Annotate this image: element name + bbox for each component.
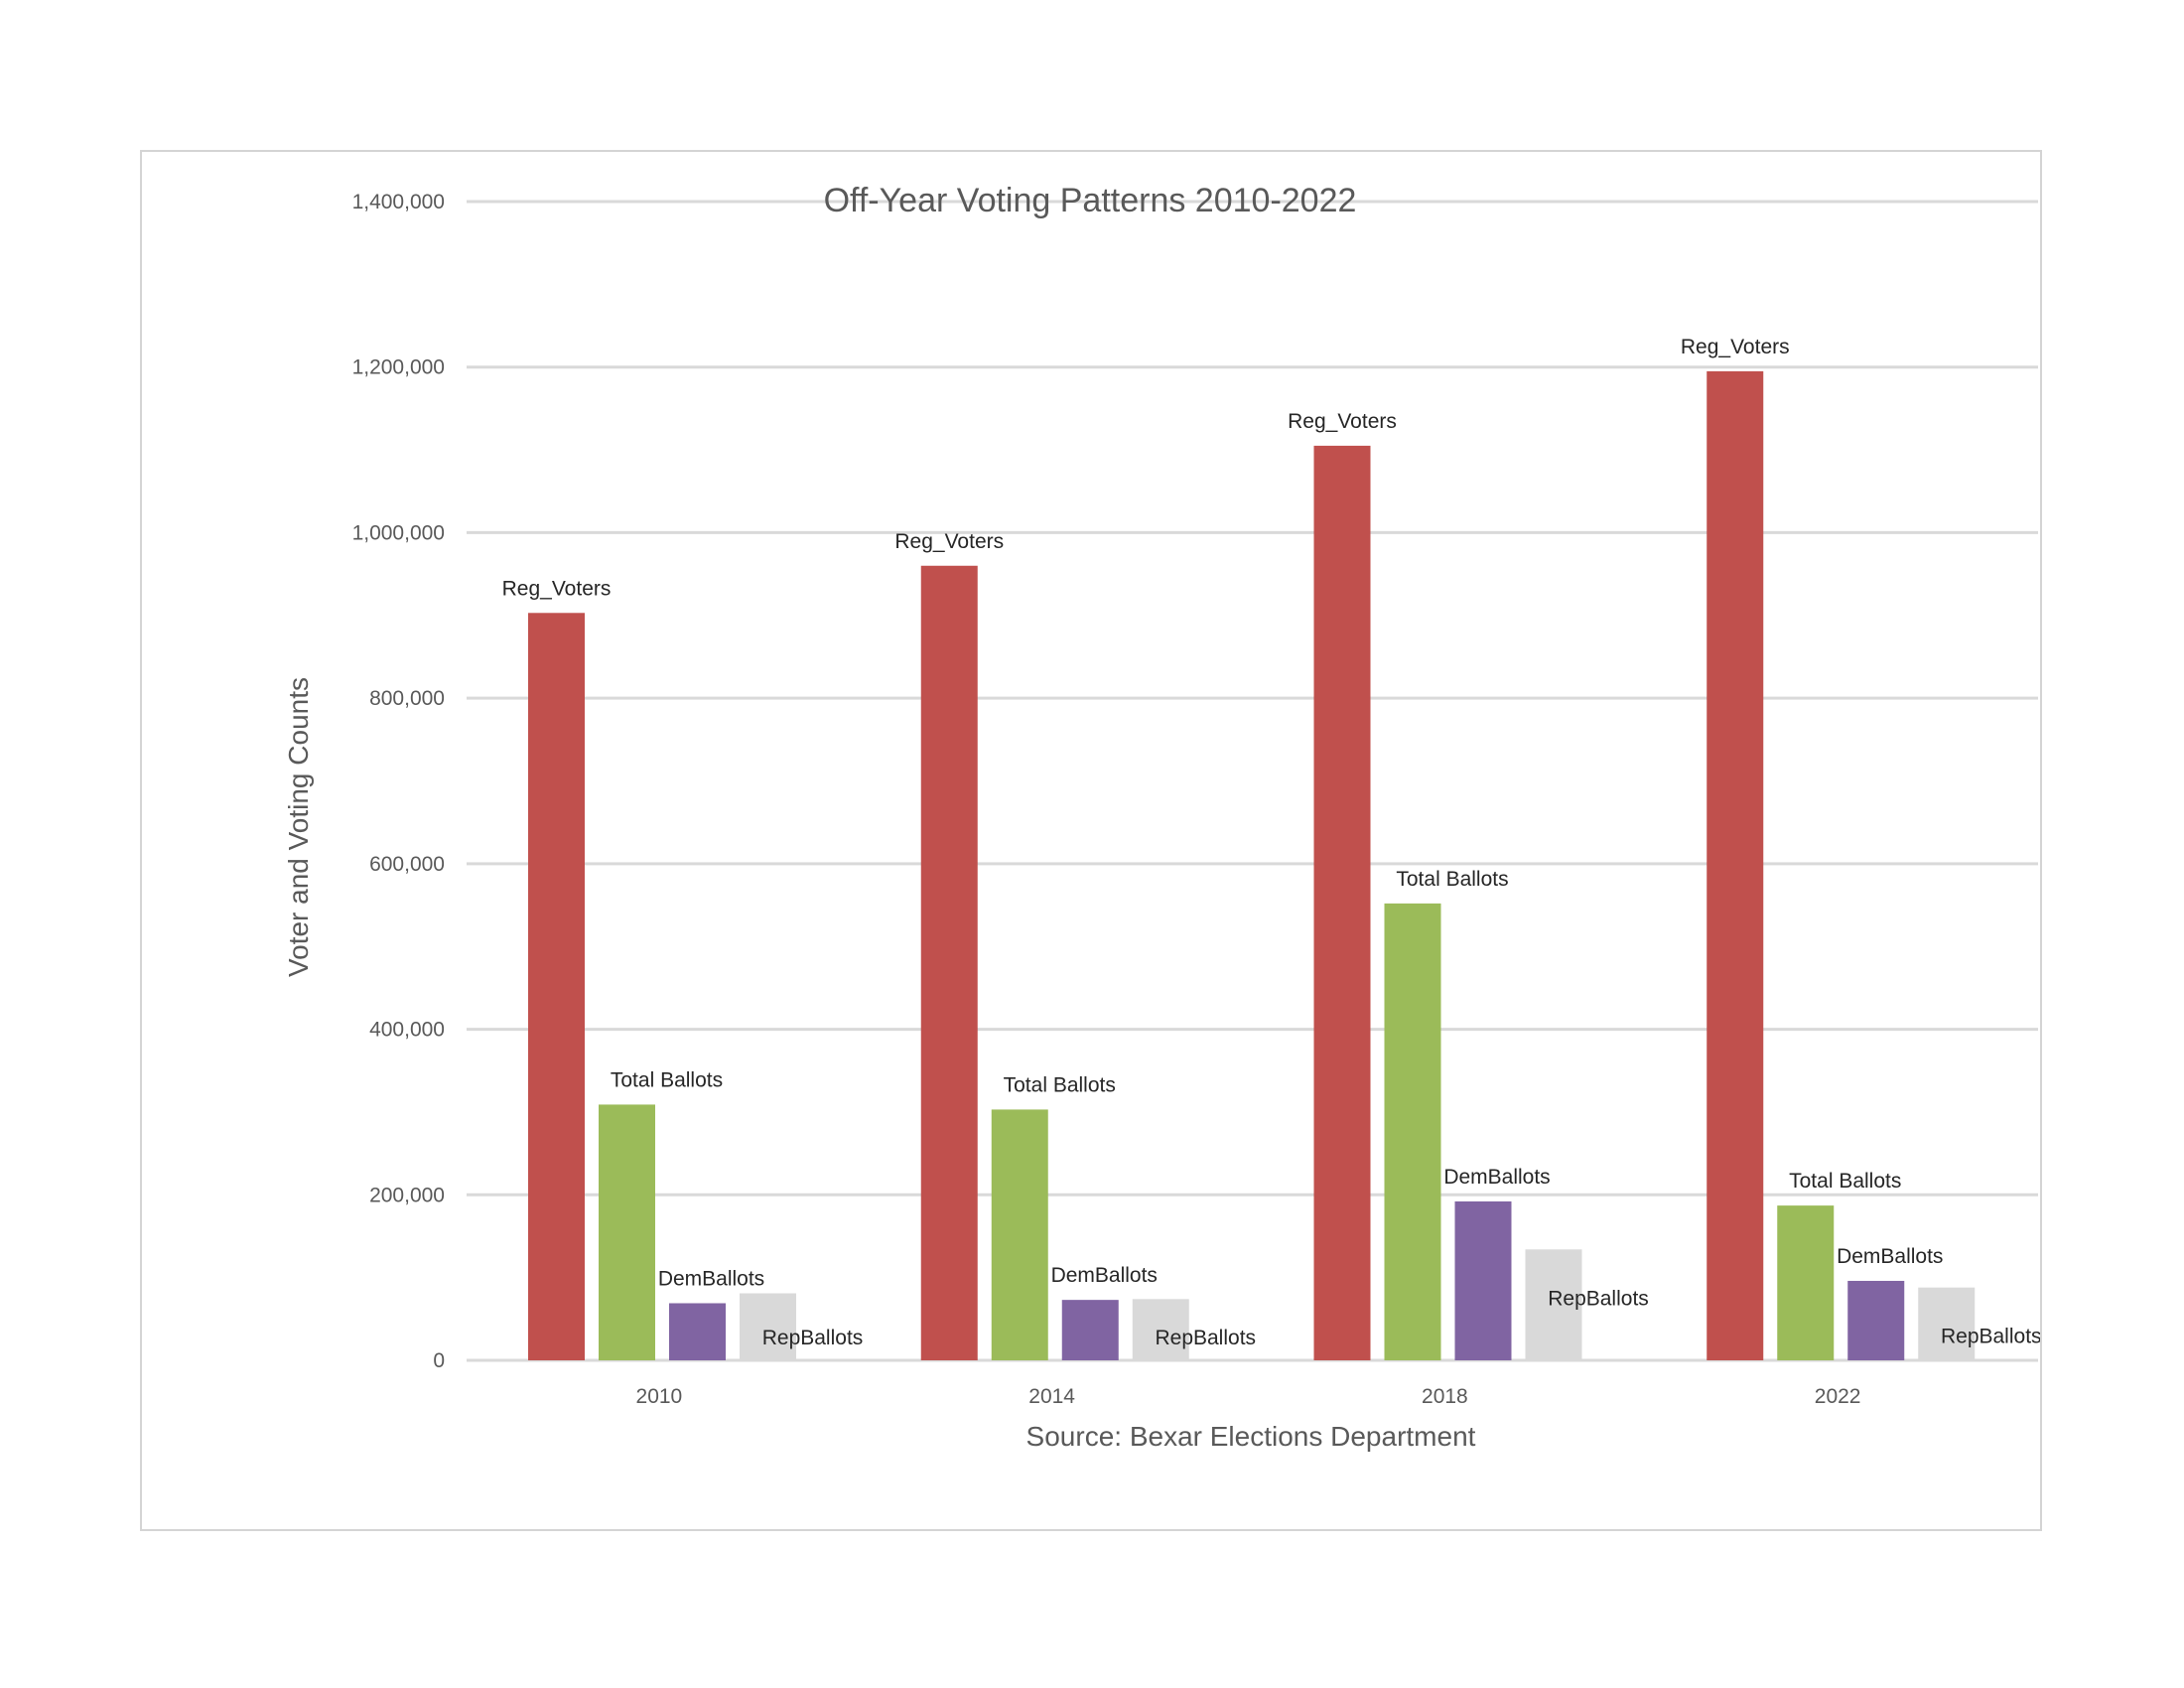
- x-tick-label: 2018: [1422, 1385, 1468, 1408]
- y-tick-label: 1,000,000: [352, 521, 445, 544]
- bar-demballots-2010: [669, 1303, 726, 1360]
- y-tick-label: 800,000: [369, 687, 445, 710]
- bar-demballots-2014: [1061, 1300, 1119, 1360]
- data-label: Reg_Voters: [894, 530, 1004, 553]
- data-label: RepBallots: [762, 1327, 864, 1349]
- x-tick-label: 2010: [636, 1385, 683, 1408]
- chart-frame: 0 200,000 400,000 600,000 800,000 1,000,000 1,…: [140, 150, 2042, 1531]
- bar-repballots-2014: [1132, 1299, 1189, 1360]
- data-label: DemBallots: [1051, 1264, 1158, 1287]
- x-tick-label: 2022: [1815, 1385, 1861, 1408]
- x-tick-label: 2014: [1028, 1385, 1075, 1408]
- bar-total-ballots-2010: [599, 1104, 655, 1360]
- bars: [528, 370, 1976, 1360]
- x-axis-title: Source: Bexar Elections Department: [1026, 1421, 1476, 1452]
- data-label: Reg_Voters: [1681, 336, 1790, 358]
- data-label: Total Ballots: [611, 1068, 723, 1091]
- bar-repballots-2018: [1525, 1249, 1582, 1360]
- y-tick-labels: 0 200,000 400,000 600,000 800,000 1,000,000 1,…: [352, 191, 445, 1372]
- y-tick-label: 200,000: [369, 1184, 445, 1206]
- bar-reg-voters-2022: [1706, 370, 1764, 1360]
- gridlines: [467, 200, 2038, 1362]
- data-label: RepBallots: [1548, 1287, 1649, 1310]
- data-label: Reg_Voters: [502, 577, 612, 600]
- bar-demballots-2022: [1847, 1280, 1905, 1360]
- data-label: RepBallots: [1941, 1326, 2040, 1348]
- bar-reg-voters-2014: [920, 565, 978, 1360]
- x-tick-labels: 2010 2014 2018 2022: [636, 1385, 1861, 1408]
- bar-total-ballots-2018: [1384, 903, 1441, 1360]
- bar-reg-voters-2018: [1313, 445, 1371, 1360]
- bar-reg-voters-2010: [528, 613, 585, 1360]
- data-label: Total Ballots: [1004, 1073, 1116, 1096]
- data-label: Total Ballots: [1396, 868, 1508, 891]
- data-label: Reg_Voters: [1288, 410, 1397, 433]
- bar-total-ballots-2014: [991, 1109, 1048, 1360]
- data-labels: Reg_Voters Total Ballots DemBallots RepBall…: [502, 336, 2040, 1349]
- y-tick-label: 1,400,000: [352, 191, 445, 213]
- y-tick-label: 1,200,000: [352, 356, 445, 379]
- y-tick-label: 600,000: [369, 853, 445, 876]
- data-label: DemBallots: [1837, 1245, 1943, 1268]
- data-label: Total Ballots: [1789, 1170, 1901, 1193]
- data-label: DemBallots: [658, 1267, 764, 1290]
- bar-demballots-2018: [1454, 1200, 1512, 1360]
- bar-total-ballots-2022: [1777, 1205, 1835, 1360]
- y-tick-label: 0: [433, 1349, 445, 1372]
- chart-svg: 0 200,000 400,000 600,000 800,000 1,000,000 1,…: [283, 182, 2040, 1452]
- data-label: RepBallots: [1155, 1327, 1256, 1349]
- bar-repballots-2022: [1918, 1287, 1976, 1360]
- y-tick-label: 400,000: [369, 1019, 445, 1042]
- bar-repballots-2010: [740, 1293, 796, 1360]
- data-label: DemBallots: [1443, 1166, 1550, 1189]
- chart-title: Off-Year Voting Patterns 2010-2022: [824, 182, 1357, 219]
- y-axis-title: Voter and Voting Counts: [283, 677, 314, 977]
